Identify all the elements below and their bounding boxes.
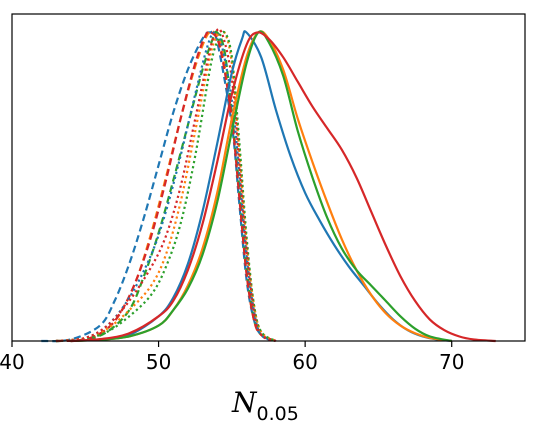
- series-line-solid-10: [70, 30, 452, 343]
- x-tick-label-40: 40: [0, 350, 25, 374]
- x-axis-label: N0.05: [231, 386, 299, 425]
- x-axis-ticks: 40 50 60 70: [0, 341, 464, 374]
- series-line-dashed-3: [55, 30, 277, 343]
- plot-background: [12, 14, 525, 341]
- x-tick-label-70: 70: [439, 350, 464, 374]
- x-tick-label-60: 60: [292, 350, 317, 374]
- series-line-dashed-2: [55, 30, 277, 343]
- series-layer: [41, 27, 496, 343]
- series-line-solid-11: [70, 31, 496, 343]
- x-tick-label-50: 50: [146, 350, 171, 374]
- series-line-dotted-5: [55, 29, 277, 343]
- plot-frame: [11, 13, 526, 342]
- series-line-dotted-4: [55, 31, 277, 343]
- series-line-dashed-0: [41, 30, 277, 343]
